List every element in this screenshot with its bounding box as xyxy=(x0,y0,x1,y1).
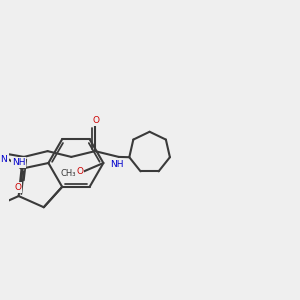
Text: O: O xyxy=(15,183,22,192)
Text: CH₃: CH₃ xyxy=(60,169,76,178)
Text: O: O xyxy=(93,116,100,125)
Text: NH: NH xyxy=(12,158,26,167)
Text: N: N xyxy=(0,155,7,164)
Text: NH: NH xyxy=(111,160,124,169)
Text: O: O xyxy=(76,167,83,176)
